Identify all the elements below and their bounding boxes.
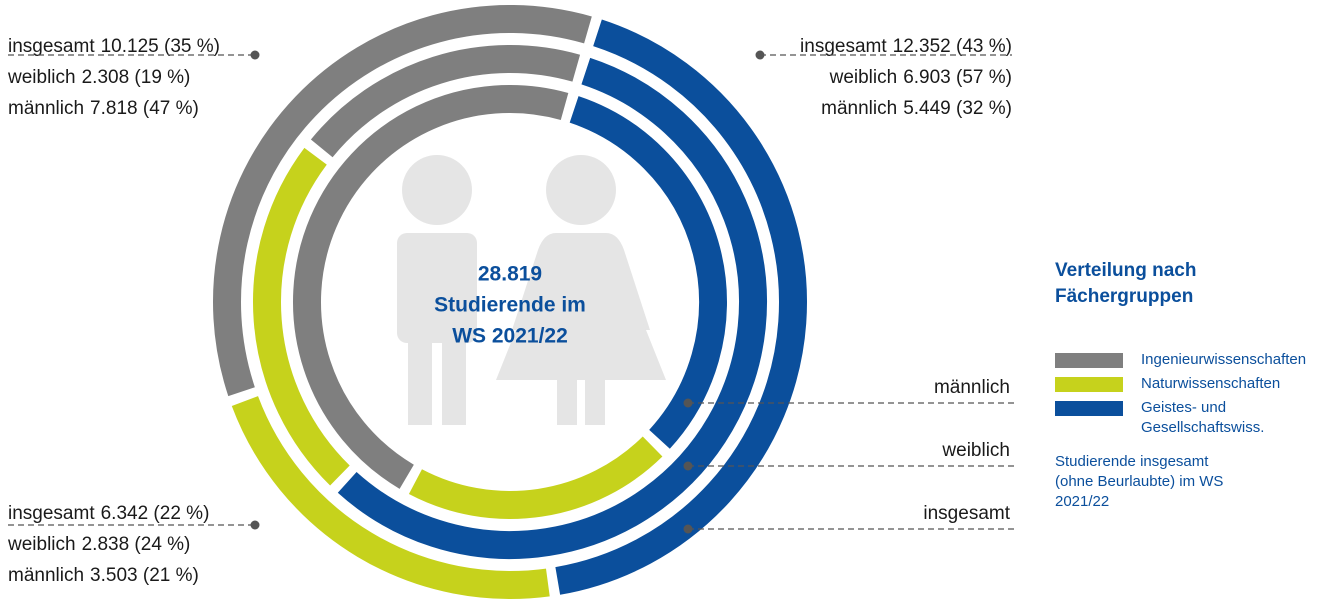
series-name: weiblich [7, 67, 76, 88]
leader-dot [250, 520, 260, 530]
ring-segment [253, 147, 350, 486]
center-text: Studierende im [434, 294, 586, 317]
value: 2.838 (24 %) [82, 534, 191, 555]
series-name: insgesamt [800, 36, 887, 57]
value-label: männlich 3.503 (21 %) [8, 565, 199, 586]
series-name: männlich [8, 98, 84, 119]
value-label: männlich 5.449 (32 %) [821, 98, 1012, 119]
value: 5.449 (32 %) [903, 98, 1012, 119]
ring-label: weiblich [941, 440, 1010, 461]
legend-note: Studierende insgesamt (ohne Be­urlaubte)… [1055, 453, 1224, 510]
value-label: männlich 7.818 (47 %) [8, 98, 199, 119]
legend-item: Geistes- und Gesellschaftswiss. [1055, 398, 1344, 438]
value: 2.308 (19 %) [82, 67, 191, 88]
value: 7.818 (47 %) [90, 98, 199, 119]
series-name: männlich [8, 565, 84, 586]
value-label: insgesamt 12.352 (43 %) [800, 36, 1012, 57]
value-label: weiblich 2.308 (19 %) [7, 67, 190, 88]
leader-dot [683, 461, 693, 471]
ring-segment [213, 5, 592, 397]
figures [397, 155, 666, 425]
legend-title: Verteilung nach Fächergruppen [1055, 260, 1197, 307]
center-text: WS 2021/22 [452, 325, 568, 348]
ring-segment [337, 57, 767, 559]
leader-dot [683, 398, 693, 408]
ring-segment [231, 396, 550, 599]
ring-segment [310, 45, 581, 158]
leader-dot [755, 50, 765, 60]
legend-items: Ingenieurwissenschaften Naturwissenschaft… [1055, 350, 1344, 438]
legend-swatch [1055, 353, 1123, 368]
legend-item: Ingenieurwissenschaften [1055, 350, 1344, 370]
ring-segment [569, 96, 727, 449]
chart: 28.819 Studierende im WS 2021/22 insgesamt 1… [7, 5, 1015, 599]
legend-swatch [1055, 377, 1123, 392]
leader-dot [250, 50, 260, 60]
ring-label: insgesamt [923, 503, 1010, 524]
legend-swatch [1055, 401, 1123, 416]
ring-label: männlich [934, 377, 1010, 398]
leader-dot [683, 524, 693, 534]
value-label: insgesamt 6.342 (22 %) [8, 503, 209, 524]
value-label: weiblich 6.903 (57 %) [829, 67, 1012, 88]
value: 6.903 (57 %) [903, 67, 1012, 88]
legend-label: Naturwissenschaften [1141, 375, 1281, 392]
value-label: insgesamt 10.125 (35 %) [8, 36, 220, 57]
rings [213, 5, 807, 599]
value: 6.342 (22 %) [101, 503, 210, 524]
center-text: 28.819 [478, 263, 542, 286]
ring-segment [555, 19, 807, 595]
value: 10.125 (35 %) [101, 36, 220, 57]
legend: Verteilung nach Fächergruppen Ingenieurw… [1055, 258, 1344, 512]
labels: 28.819 Studierende im WS 2021/22 insgesamt 1… [7, 36, 1015, 586]
value: 3.503 (21 %) [90, 565, 199, 586]
ring-segment [293, 85, 569, 489]
legend-label: Ingenieurwissenschaften [1141, 351, 1307, 368]
series-name: weiblich [7, 534, 76, 555]
legend-item: Naturwissenschaften [1055, 374, 1344, 394]
series-name: weiblich [829, 67, 898, 88]
series-name: insgesamt [8, 503, 95, 524]
legend-label: Geistes- und Gesellschaftswiss. [1141, 399, 1265, 436]
value: 12.352 (43 %) [893, 36, 1012, 57]
series-name: insgesamt [8, 36, 95, 57]
ring-segment [408, 436, 663, 519]
value-label: weiblich 2.838 (24 %) [7, 534, 190, 555]
series-name: männlich [821, 98, 897, 119]
